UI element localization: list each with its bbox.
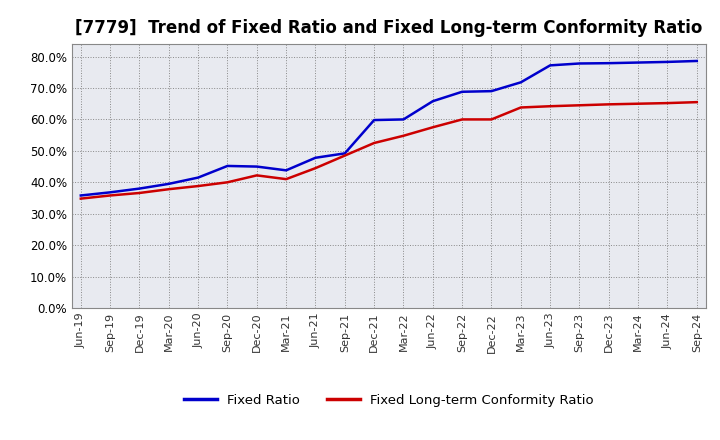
- Fixed Ratio: [282, 168, 290, 173]
- Fixed Ratio: [458, 89, 467, 95]
- Fixed Ratio: [223, 163, 232, 169]
- Fixed Ratio: [487, 88, 496, 94]
- Fixed Long-term Conformity Ratio: [370, 140, 379, 146]
- Fixed Ratio: [341, 151, 349, 156]
- Fixed Ratio: [516, 80, 525, 85]
- Fixed Long-term Conformity Ratio: [575, 103, 584, 108]
- Fixed Long-term Conformity Ratio: [605, 102, 613, 107]
- Fixed Ratio: [575, 61, 584, 66]
- Fixed Ratio: [135, 186, 144, 191]
- Fixed Ratio: [693, 59, 701, 64]
- Line: Fixed Long-term Conformity Ratio: Fixed Long-term Conformity Ratio: [81, 102, 697, 198]
- Fixed Long-term Conformity Ratio: [634, 101, 642, 106]
- Fixed Long-term Conformity Ratio: [164, 187, 173, 192]
- Fixed Long-term Conformity Ratio: [546, 103, 554, 109]
- Fixed Ratio: [253, 164, 261, 169]
- Fixed Ratio: [546, 63, 554, 68]
- Fixed Long-term Conformity Ratio: [428, 125, 437, 130]
- Fixed Ratio: [428, 99, 437, 104]
- Fixed Long-term Conformity Ratio: [106, 193, 114, 198]
- Fixed Long-term Conformity Ratio: [194, 183, 202, 189]
- Fixed Long-term Conformity Ratio: [458, 117, 467, 122]
- Fixed Ratio: [194, 175, 202, 180]
- Title: [7779]  Trend of Fixed Ratio and Fixed Long-term Conformity Ratio: [7779] Trend of Fixed Ratio and Fixed Lo…: [75, 19, 703, 37]
- Fixed Long-term Conformity Ratio: [76, 196, 85, 201]
- Fixed Ratio: [399, 117, 408, 122]
- Fixed Long-term Conformity Ratio: [223, 180, 232, 185]
- Fixed Ratio: [311, 155, 320, 161]
- Fixed Ratio: [634, 60, 642, 65]
- Fixed Long-term Conformity Ratio: [282, 176, 290, 182]
- Fixed Long-term Conformity Ratio: [487, 117, 496, 122]
- Fixed Ratio: [106, 190, 114, 195]
- Legend: Fixed Ratio, Fixed Long-term Conformity Ratio: Fixed Ratio, Fixed Long-term Conformity …: [179, 389, 599, 412]
- Fixed Long-term Conformity Ratio: [341, 153, 349, 158]
- Fixed Ratio: [164, 181, 173, 187]
- Fixed Long-term Conformity Ratio: [253, 173, 261, 178]
- Fixed Long-term Conformity Ratio: [311, 165, 320, 171]
- Fixed Ratio: [76, 193, 85, 198]
- Fixed Long-term Conformity Ratio: [135, 191, 144, 196]
- Fixed Ratio: [370, 117, 379, 123]
- Fixed Long-term Conformity Ratio: [693, 99, 701, 105]
- Fixed Ratio: [663, 59, 672, 65]
- Fixed Long-term Conformity Ratio: [399, 133, 408, 139]
- Fixed Ratio: [605, 61, 613, 66]
- Fixed Long-term Conformity Ratio: [663, 100, 672, 106]
- Fixed Long-term Conformity Ratio: [516, 105, 525, 110]
- Line: Fixed Ratio: Fixed Ratio: [81, 61, 697, 195]
